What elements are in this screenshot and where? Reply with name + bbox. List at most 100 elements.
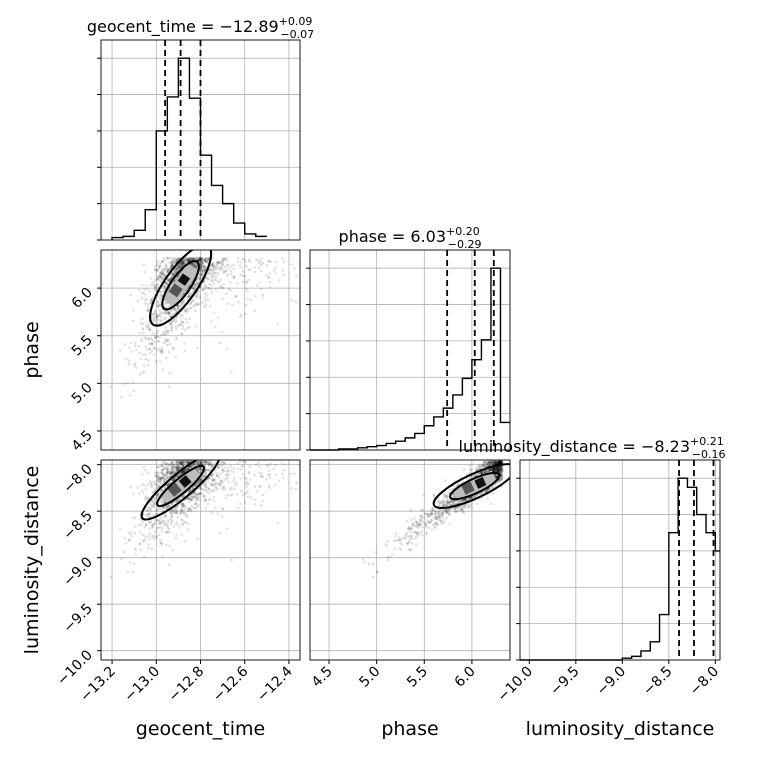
- sample-point: [500, 468, 504, 471]
- sample-point: [164, 478, 168, 481]
- sample-point: [487, 461, 491, 465]
- sample-point: [169, 462, 173, 465]
- sample-point: [198, 272, 202, 275]
- sample-point: [141, 491, 145, 494]
- sample-point: [259, 474, 263, 478]
- sample-point: [150, 499, 153, 503]
- sample-point: [154, 285, 158, 289]
- sample-point: [136, 486, 140, 489]
- sample-point: [172, 272, 176, 276]
- sample-point: [194, 262, 198, 266]
- sample-point: [221, 297, 225, 301]
- sample-point: [181, 263, 184, 266]
- sample-point: [174, 256, 177, 260]
- sample-point: [199, 258, 202, 261]
- sample-point: [165, 507, 168, 510]
- sample-point: [482, 470, 485, 474]
- sample-point: [185, 468, 189, 471]
- sample-point: [162, 257, 165, 260]
- sample-point: [490, 460, 494, 463]
- sample-point: [192, 263, 196, 266]
- sample-point: [496, 461, 500, 465]
- sample-point: [164, 356, 168, 360]
- sample-point: [164, 465, 168, 469]
- sample-point: [174, 268, 178, 271]
- sample-point: [488, 461, 492, 464]
- sample-point: [170, 272, 174, 275]
- sample-point: [230, 486, 233, 490]
- sample-point: [170, 471, 174, 474]
- panel-hist-phase: phase = 6.03+0.20 −0.29: [306, 225, 511, 451]
- sample-point: [175, 466, 178, 469]
- sample-point: [166, 476, 170, 479]
- sample-point: [491, 462, 495, 466]
- sample-point: [239, 315, 242, 319]
- sample-point: [152, 504, 155, 508]
- sample-point: [204, 260, 207, 263]
- sample-point: [169, 312, 172, 316]
- sample-point: [218, 268, 222, 271]
- sample-point: [240, 266, 244, 269]
- sample-point: [182, 469, 186, 473]
- sample-point: [184, 259, 187, 263]
- sample-point: [157, 480, 160, 484]
- sample-point: [239, 261, 243, 264]
- sample-point: [219, 479, 223, 483]
- sample-point: [141, 539, 144, 543]
- sample-point: [439, 515, 443, 518]
- sample-point: [195, 460, 199, 464]
- sample-point: [180, 316, 183, 320]
- sample-point: [168, 314, 171, 318]
- sample-point: [194, 502, 198, 506]
- sample-point: [249, 496, 253, 499]
- sample-point: [410, 525, 414, 528]
- sample-point: [294, 300, 298, 304]
- sample-point: [160, 351, 163, 355]
- sample-point: [186, 307, 190, 311]
- sample-point: [389, 555, 392, 559]
- sample-point: [148, 515, 152, 519]
- sample-point: [165, 311, 168, 315]
- sample-point: [187, 467, 190, 471]
- sample-point: [199, 259, 203, 263]
- sample-point: [290, 486, 294, 490]
- sample-point: [441, 503, 445, 507]
- sample-point: [159, 349, 162, 353]
- sample-point: [165, 281, 168, 285]
- sample-point: [161, 488, 164, 492]
- sample-point: [225, 259, 229, 262]
- sample-point: [206, 486, 210, 490]
- sample-point: [170, 472, 173, 475]
- sample-point: [204, 468, 208, 471]
- sample-point: [232, 476, 236, 480]
- sample-point: [171, 463, 175, 466]
- sample-point: [155, 509, 158, 513]
- sample-point: [162, 272, 166, 276]
- sample-point: [155, 534, 159, 538]
- sample-point: [217, 466, 220, 469]
- sample-point: [441, 512, 444, 515]
- sample-point: [415, 532, 419, 536]
- sample-point: [485, 464, 489, 468]
- sample-point: [490, 461, 494, 465]
- sample-point: [483, 461, 487, 464]
- sample-point: [140, 283, 144, 287]
- sample-point: [268, 473, 271, 476]
- sample-point: [164, 262, 167, 266]
- sample-point: [188, 317, 191, 321]
- sample-point: [181, 259, 185, 263]
- sample-point: [177, 474, 180, 478]
- sample-point: [175, 466, 179, 470]
- sample-point: [153, 522, 157, 525]
- sample-point: [176, 499, 179, 503]
- sample-point: [434, 517, 438, 520]
- sample-point: [186, 295, 190, 299]
- sample-point: [194, 264, 197, 267]
- sample-point: [204, 488, 208, 492]
- sample-point: [160, 271, 164, 275]
- sample-point: [293, 267, 296, 270]
- sample-point: [172, 470, 175, 474]
- sample-point: [487, 461, 490, 465]
- sample-point: [212, 495, 216, 499]
- sample-point: [177, 266, 181, 269]
